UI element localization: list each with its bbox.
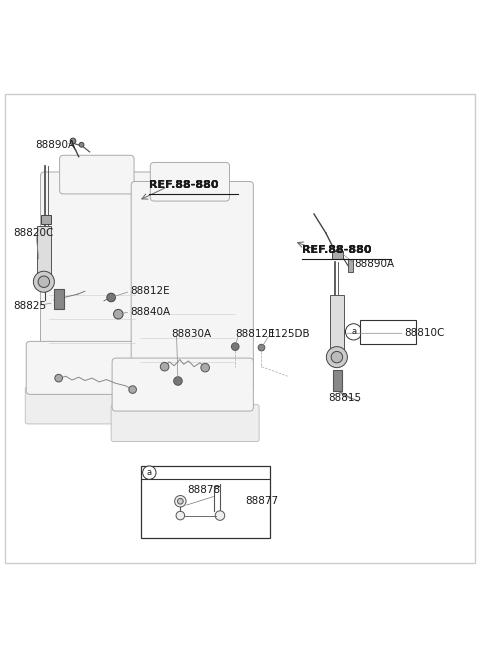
Circle shape — [143, 466, 156, 480]
Circle shape — [258, 344, 265, 351]
Text: 88815: 88815 — [328, 393, 361, 403]
Text: 88810C: 88810C — [405, 328, 445, 338]
Text: 88812E: 88812E — [235, 329, 275, 339]
Circle shape — [201, 363, 209, 372]
Text: 88890A: 88890A — [35, 140, 75, 150]
FancyBboxPatch shape — [111, 404, 259, 442]
FancyBboxPatch shape — [131, 181, 253, 390]
Text: REF.88-880: REF.88-880 — [302, 245, 372, 255]
Circle shape — [176, 511, 185, 520]
FancyBboxPatch shape — [112, 358, 253, 411]
Text: REF.88-880: REF.88-880 — [0, 656, 1, 657]
Bar — [332, 251, 343, 260]
Circle shape — [107, 293, 116, 302]
Text: 88812E: 88812E — [130, 286, 170, 296]
Circle shape — [346, 324, 362, 340]
Circle shape — [326, 347, 348, 368]
FancyBboxPatch shape — [26, 342, 163, 394]
Circle shape — [79, 143, 84, 147]
Circle shape — [215, 510, 225, 520]
Bar — [54, 289, 64, 309]
Text: REF.88-880: REF.88-880 — [149, 180, 219, 191]
Text: 88820C: 88820C — [13, 228, 54, 238]
FancyBboxPatch shape — [40, 172, 153, 371]
FancyBboxPatch shape — [360, 320, 416, 344]
Circle shape — [38, 276, 49, 288]
Text: 88890A: 88890A — [355, 259, 395, 269]
Circle shape — [231, 343, 239, 350]
Bar — [37, 226, 50, 281]
Text: 88830A: 88830A — [171, 329, 211, 339]
Bar — [333, 371, 342, 390]
Bar — [40, 215, 51, 223]
FancyBboxPatch shape — [150, 162, 229, 201]
Text: a: a — [147, 468, 152, 477]
Text: 88877: 88877 — [245, 496, 278, 507]
Circle shape — [55, 374, 62, 382]
Text: REF.88-880: REF.88-880 — [149, 180, 219, 191]
Circle shape — [178, 499, 183, 504]
Circle shape — [70, 138, 76, 144]
Circle shape — [174, 376, 182, 385]
Circle shape — [129, 386, 136, 394]
FancyBboxPatch shape — [141, 466, 270, 539]
Text: REF.88-880: REF.88-880 — [302, 245, 372, 255]
Circle shape — [331, 351, 343, 363]
FancyBboxPatch shape — [25, 387, 173, 424]
Circle shape — [160, 363, 169, 371]
Text: 88878: 88878 — [188, 485, 221, 495]
Text: REF.88-880: REF.88-880 — [302, 245, 372, 255]
Circle shape — [114, 309, 123, 319]
FancyBboxPatch shape — [60, 155, 134, 194]
Text: 88840A: 88840A — [130, 307, 170, 317]
Text: 88825: 88825 — [13, 301, 47, 311]
Text: 1125DB: 1125DB — [269, 329, 310, 339]
Circle shape — [34, 271, 54, 292]
Circle shape — [336, 248, 342, 254]
Bar — [348, 259, 353, 272]
Circle shape — [175, 495, 186, 507]
Text: a: a — [351, 327, 356, 336]
Bar — [330, 295, 344, 357]
Text: REF.88-880: REF.88-880 — [0, 656, 1, 657]
Text: REF.88-880: REF.88-880 — [149, 180, 219, 191]
